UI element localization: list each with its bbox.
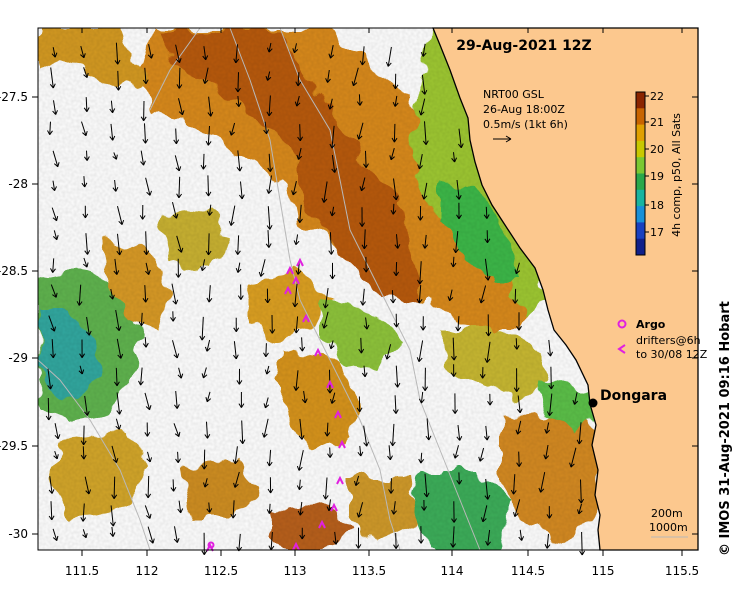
y-tick-label: -29.5 (0, 439, 28, 453)
colorbar-segment (636, 157, 645, 174)
depth-label-200: 200m (651, 507, 683, 520)
town-marker-dongara (589, 399, 598, 408)
colorbar-tick-label: 20 (650, 143, 664, 156)
colorbar-segment (636, 92, 645, 109)
x-tick-label: 112 (136, 564, 159, 578)
x-tick-label: 111.5 (65, 564, 99, 578)
colorbar-tick-label: 22 (650, 90, 664, 103)
copyright-label: © IMOS 31-Aug-2021 09:16 Hobart (718, 301, 733, 556)
y-tick-label: -29 (8, 351, 28, 365)
colorbar-tick-label: 17 (650, 226, 664, 239)
depth-label-1000: 1000m (649, 521, 688, 534)
x-tick-label: 115 (592, 564, 615, 578)
colorbar-tick-label: 18 (650, 199, 664, 212)
current-source-label: NRT00 GSL (483, 88, 545, 101)
colorbar-segment (636, 125, 645, 142)
colorbar-segment (636, 108, 645, 125)
drifters-legend-line2: to 30/08 12Z (636, 348, 708, 361)
x-tick-label: 115.5 (665, 564, 699, 578)
current-scale-label: 0.5m/s (1kt 6h) (483, 118, 568, 131)
colorbar-tick-label: 19 (650, 170, 664, 183)
map-date-title: 29-Aug-2021 12Z (456, 38, 591, 54)
argo-legend-label: Argo (636, 318, 666, 331)
x-tick-label: 112.5 (204, 564, 238, 578)
y-tick-label: -28 (8, 177, 28, 191)
y-tick-label: -30 (8, 527, 28, 541)
y-tick-label: -27.5 (0, 90, 28, 104)
x-tick-label: 113 (284, 564, 307, 578)
colorbar (636, 92, 645, 256)
colorbar-segment (636, 190, 645, 207)
current-time-label: 26-Aug 18:00Z (483, 103, 565, 116)
colorbar-segment (636, 174, 645, 191)
x-tick-label: 114.5 (511, 564, 545, 578)
colorbar-segment (636, 206, 645, 223)
colorbar-label: 4h comp, p50, All Sats (670, 113, 683, 237)
y-tick-label: -28.5 (0, 264, 28, 278)
colorbar-segment (636, 239, 645, 256)
town-label-dongara: Dongara (600, 388, 667, 404)
colorbar-segment (636, 141, 645, 158)
colorbar-segment (636, 222, 645, 239)
x-tick-label: 114 (441, 564, 464, 578)
colorbar-tick-label: 21 (650, 116, 664, 129)
x-tick-label: 113.5 (352, 564, 386, 578)
drifters-legend-line1: drifters@6h (636, 334, 701, 347)
